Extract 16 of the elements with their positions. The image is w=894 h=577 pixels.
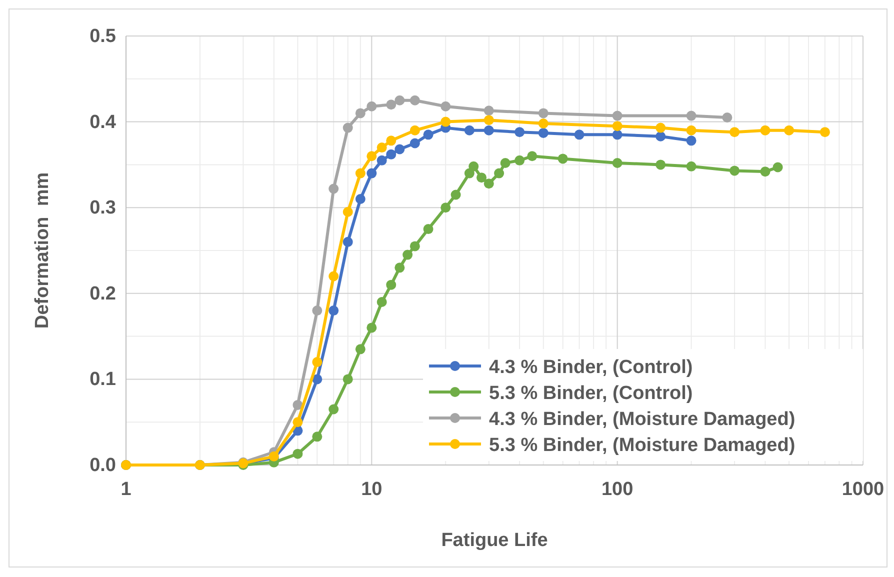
y-tick-label: 0.4: [90, 112, 116, 133]
legend-label: 5.3 % Binder, (Control): [489, 383, 693, 404]
x-tick-label: 10: [361, 479, 382, 500]
legend-label: 4.3 % Binder, (Control): [489, 357, 693, 378]
x-axis-title: Fatigue Life: [441, 530, 548, 551]
y-tick-label: 0.5: [90, 26, 116, 47]
y-tick-label: 0.1: [90, 369, 116, 390]
y-tick-label: 0.0: [90, 455, 116, 476]
x-tick-label: 1: [120, 479, 132, 500]
legend-label: 4.3 % Binder, (Moisture Damaged): [489, 409, 796, 430]
y-tick-label: 0.3: [90, 198, 116, 219]
y-axis-title: Deformation mm: [32, 172, 53, 329]
y-tick-label: 0.2: [90, 283, 116, 304]
x-tick-label: 1000: [842, 479, 884, 500]
x-tick-label: 100: [601, 479, 634, 500]
legend-label: 5.3 % Binder, (Moisture Damaged): [489, 435, 796, 456]
